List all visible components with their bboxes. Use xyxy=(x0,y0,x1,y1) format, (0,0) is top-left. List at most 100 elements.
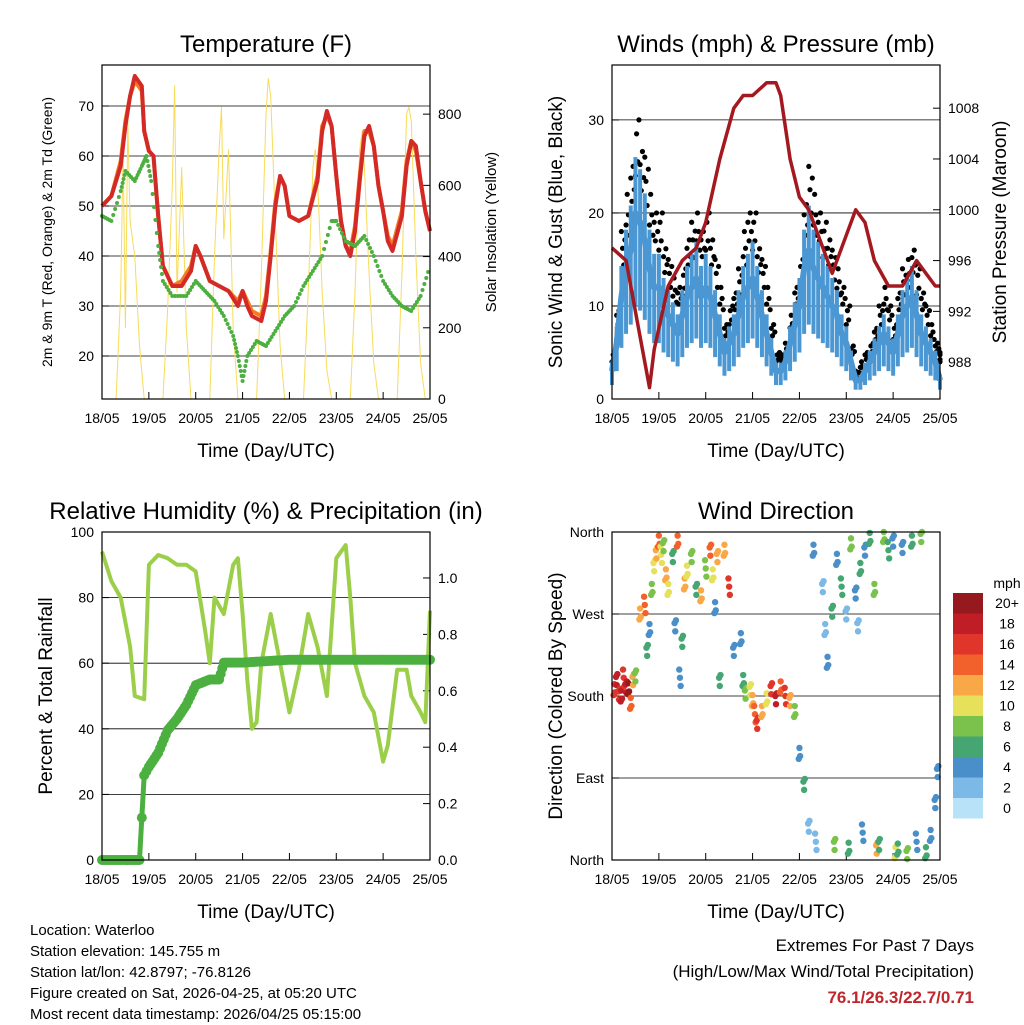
direction-point xyxy=(649,588,656,596)
gust-dot xyxy=(651,219,657,225)
gust-dot xyxy=(764,301,770,307)
gust-dot xyxy=(840,301,846,307)
direction-point xyxy=(875,846,883,854)
direction-point xyxy=(660,547,667,555)
gust-dot xyxy=(726,321,732,328)
dewpoint-dot xyxy=(132,179,137,183)
y-tick-label: 80 xyxy=(78,590,94,606)
y2-tick-label: 996 xyxy=(948,253,972,269)
legend-label: 0 xyxy=(1003,800,1011,816)
direction-point xyxy=(847,535,855,542)
direction-point xyxy=(759,711,766,718)
dewpoint-dot xyxy=(159,272,164,276)
direction-point xyxy=(853,584,860,591)
dewpoint-dot xyxy=(273,329,278,333)
x-tick-label: 20/05 xyxy=(688,871,723,887)
direction-point xyxy=(650,567,658,575)
temperature-y2label: Solar Insolation (Yellow) xyxy=(483,152,500,312)
direction-point xyxy=(833,550,841,558)
dewpoint-dot xyxy=(411,306,416,310)
gust-dot xyxy=(882,284,888,290)
legend-swatch xyxy=(953,654,983,675)
direction-point xyxy=(614,670,621,678)
direction-point xyxy=(698,595,705,602)
station-info: Location: Waterloo Station elevation: 14… xyxy=(30,920,361,1025)
gust-dot xyxy=(883,295,889,302)
direction-point xyxy=(684,570,691,578)
dewpoint-dot xyxy=(120,181,125,185)
dewpoint-dot xyxy=(219,311,224,315)
direction-point xyxy=(829,602,837,609)
dewpoint-dot xyxy=(113,207,118,211)
dewpoint-dot xyxy=(381,279,386,283)
temperature-panel xyxy=(101,105,431,400)
humidity-title: Relative Humidity (%) & Precipitation (i… xyxy=(49,498,482,525)
dewpoint-dot xyxy=(150,192,155,196)
direction-point xyxy=(822,629,830,636)
y-tick-label: South xyxy=(567,688,604,704)
y2-tick-label: 988 xyxy=(948,354,972,370)
dewpoint-dot xyxy=(121,177,126,181)
direction-point xyxy=(796,744,803,752)
gust-dot xyxy=(629,198,635,204)
gust-dot xyxy=(921,290,927,296)
dewpoint-dot xyxy=(418,294,423,298)
direction-point xyxy=(725,583,733,590)
gust-dot xyxy=(643,178,649,184)
gust-dot xyxy=(829,247,835,253)
dewpoint-dot xyxy=(310,269,315,273)
humidity-frame xyxy=(101,531,431,861)
gust-dot xyxy=(827,237,833,243)
direction-point xyxy=(855,617,862,624)
x-tick-label: 22/05 xyxy=(272,871,307,887)
gust-dot xyxy=(624,191,630,197)
direction-point xyxy=(876,835,883,843)
gust-dot xyxy=(677,284,683,290)
y-tick-label: 20 xyxy=(78,786,94,802)
gust-dot xyxy=(889,312,895,318)
direction-point xyxy=(676,674,684,681)
direction-point xyxy=(805,828,812,835)
y2-tick-label: 1.0 xyxy=(438,570,458,586)
gust-dot xyxy=(839,290,845,296)
x-tick-label: 24/05 xyxy=(366,871,401,887)
direction-point xyxy=(674,532,681,539)
direction-ylabel: Direction (Colored By Speed) xyxy=(546,572,567,819)
gust-dot xyxy=(782,340,788,346)
y-tick-label: 20 xyxy=(588,205,604,221)
x-tick-label: 23/05 xyxy=(829,410,864,426)
gust-dot xyxy=(665,256,671,263)
winds-frame xyxy=(611,64,941,400)
direction-point xyxy=(801,775,809,783)
gust-dot xyxy=(652,238,658,244)
dewpoint-dot xyxy=(236,359,241,363)
dewpoint-dot xyxy=(416,297,421,301)
gust-dot xyxy=(759,256,765,263)
direction-point xyxy=(810,549,818,557)
gust-dot xyxy=(718,284,724,290)
dewpoint-dot xyxy=(175,294,180,298)
direction-point xyxy=(871,580,878,588)
y-tick-label: North xyxy=(570,852,604,868)
gust-dot xyxy=(656,247,662,253)
humidity-panel xyxy=(101,531,431,861)
x-tick-label: 19/05 xyxy=(131,871,166,887)
gust-dot xyxy=(707,245,714,251)
x-tick-label: 25/05 xyxy=(922,871,957,887)
direction-point xyxy=(676,666,683,673)
gust-dot xyxy=(732,307,738,313)
direction-point xyxy=(710,574,717,581)
temperature-title: Temperature (F) xyxy=(180,31,352,58)
gust-dot xyxy=(648,191,654,197)
dewpoint-dot xyxy=(111,213,116,217)
direction-point xyxy=(738,638,745,645)
gust-dot xyxy=(684,245,690,251)
gust-dot xyxy=(765,284,771,290)
gust-dot xyxy=(657,219,663,225)
location-text: Location: Waterloo xyxy=(30,922,155,939)
dewpoint-dot xyxy=(325,233,330,237)
direction-point xyxy=(768,680,776,687)
dewpoint-dot xyxy=(168,291,173,295)
x-tick-label: 21/05 xyxy=(225,410,260,426)
dewpoint-dot xyxy=(295,296,300,300)
